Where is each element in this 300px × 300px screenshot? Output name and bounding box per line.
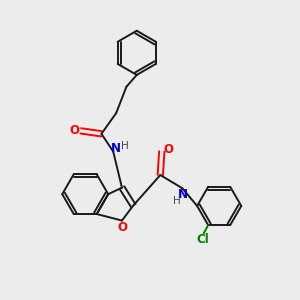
- Text: O: O: [69, 124, 79, 137]
- Text: H: H: [121, 141, 128, 151]
- Text: Cl: Cl: [196, 233, 208, 246]
- Text: N: N: [177, 188, 188, 201]
- Text: N: N: [110, 142, 121, 155]
- Text: O: O: [117, 220, 127, 233]
- Text: H: H: [172, 196, 180, 206]
- Text: O: O: [163, 143, 173, 156]
